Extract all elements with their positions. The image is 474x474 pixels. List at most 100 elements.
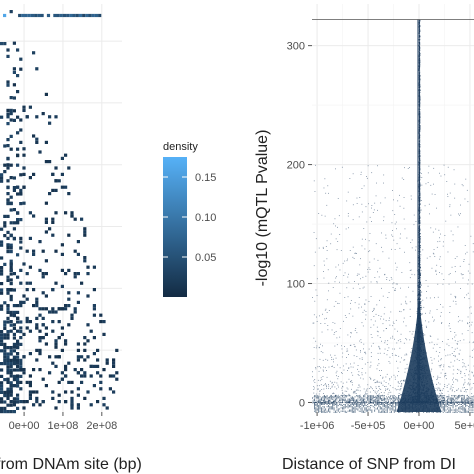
heatmap-cell <box>37 13 41 18</box>
scatter-point <box>344 297 346 298</box>
scatter-point <box>331 356 333 358</box>
scatter-point <box>403 218 405 220</box>
scatter-point <box>453 402 455 404</box>
scatter-point <box>318 247 320 249</box>
heatmap-cell <box>19 140 23 144</box>
scatter-point <box>388 401 389 403</box>
scatter-point <box>361 372 363 374</box>
scatter-point <box>383 220 384 222</box>
scatter-point <box>394 354 396 356</box>
scatter-point <box>451 389 453 391</box>
heatmap-cell <box>38 339 42 343</box>
heatmap-cell <box>38 307 42 311</box>
scatter-point <box>404 359 406 361</box>
scatter-point <box>390 277 392 278</box>
scatter-point <box>457 401 459 403</box>
heatmap-cell <box>0 381 4 385</box>
heatmap-cell <box>19 173 23 177</box>
scatter-point <box>389 397 390 399</box>
scatter-point <box>346 350 348 352</box>
scatter-point <box>357 389 359 391</box>
heatmap-cell <box>64 211 68 215</box>
heatmap-cell <box>32 368 36 372</box>
scatter-point <box>389 385 391 387</box>
scatter-point <box>348 354 349 355</box>
scatter-point <box>392 387 394 389</box>
heatmap-cell <box>64 364 68 368</box>
scatter-point <box>328 310 330 311</box>
scatter-point <box>315 340 317 342</box>
scatter-point <box>384 402 386 404</box>
scatter-point <box>397 330 398 332</box>
heatmap-cell <box>0 227 4 231</box>
heatmap-cell <box>59 13 63 18</box>
scatter-point <box>452 402 453 403</box>
scatter-point <box>370 361 372 363</box>
scatter-point <box>462 185 464 187</box>
heatmap-cell <box>6 394 10 398</box>
scatter-point <box>388 292 390 293</box>
scatter-point <box>392 402 394 404</box>
heatmap-cell <box>115 377 119 381</box>
scatter-point <box>464 387 465 388</box>
scatter-point <box>378 346 380 348</box>
scatter-point <box>352 204 354 206</box>
heatmap-cell <box>51 396 55 400</box>
scatter-point <box>368 402 369 404</box>
scatter-point <box>400 380 402 381</box>
scatter-point <box>325 192 327 194</box>
scatter-point <box>351 380 353 382</box>
scatter-point <box>409 316 411 317</box>
scatter-point <box>369 216 371 218</box>
scatter-point <box>471 398 472 400</box>
heatmap-cell <box>6 380 10 384</box>
scatter-point <box>334 322 336 324</box>
scatter-point <box>328 401 330 402</box>
scatter-point <box>381 400 383 401</box>
scatter-point <box>399 205 401 207</box>
scatter-point <box>388 392 390 394</box>
heatmap-cell <box>44 160 48 164</box>
scatter-point <box>465 391 467 393</box>
scatter-point <box>420 275 421 276</box>
scatter-points <box>312 19 474 413</box>
heatmap-cell <box>16 115 20 119</box>
scatter-point <box>469 402 471 404</box>
scatter-point <box>378 381 380 383</box>
scatter-point <box>420 314 422 316</box>
scatter-point <box>360 339 362 341</box>
scatter-point <box>355 402 357 403</box>
heatmap-cell <box>54 166 58 170</box>
heatmap-cell <box>99 387 103 391</box>
scatter-point <box>381 246 382 248</box>
scatter-point <box>334 354 336 356</box>
scatter-point <box>316 402 318 404</box>
scatter-point <box>399 361 401 363</box>
heatmap-cell <box>16 339 20 343</box>
scatter-point <box>420 233 421 235</box>
heatmap-cell <box>64 339 68 343</box>
scatter-point <box>322 248 324 249</box>
scatter-point <box>449 273 451 274</box>
scatter-point <box>459 319 461 321</box>
scatter-point <box>377 271 378 273</box>
scatter-point <box>316 316 317 318</box>
scatter-point <box>349 250 351 251</box>
scatter-point <box>429 310 431 312</box>
scatter-point <box>386 396 387 398</box>
scatter-point <box>330 388 331 390</box>
heatmap-cell <box>54 364 58 368</box>
scatter-point <box>468 382 469 384</box>
scatter-point <box>376 281 378 282</box>
scatter-point <box>439 256 441 258</box>
scatter-point <box>397 367 399 369</box>
heatmap-cell <box>9 233 13 237</box>
scatter-point <box>373 402 375 404</box>
heatmap-cell <box>48 227 52 231</box>
heatmap-cell <box>3 352 7 356</box>
scatter-point <box>453 377 454 379</box>
scatter-point <box>467 364 469 366</box>
heatmap-cell <box>83 396 87 400</box>
scatter-point <box>455 303 457 305</box>
scatter-point <box>439 240 441 242</box>
